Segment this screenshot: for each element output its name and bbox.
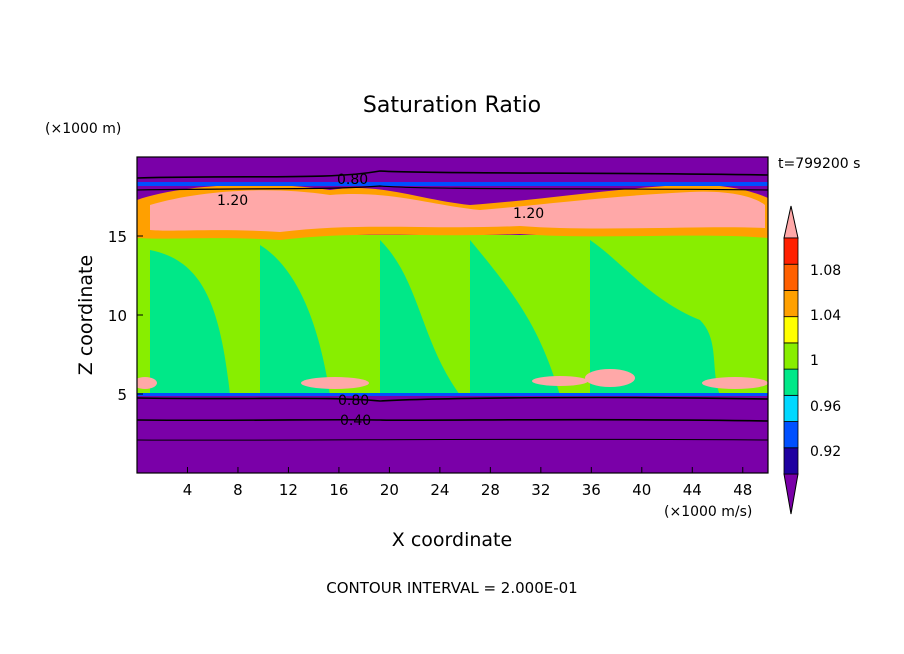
- x-tick-label: 8: [233, 481, 243, 499]
- colorbar-label: 1.04: [810, 308, 841, 324]
- colorbar-arrow-bottom: [783, 473, 799, 515]
- colorbar-label: 0.92: [810, 444, 841, 460]
- y-tick-label: 15: [108, 228, 127, 246]
- contour-upper-2: [137, 185, 768, 191]
- x-tick-label: 20: [380, 481, 399, 499]
- contour-label: 1.20: [513, 206, 544, 222]
- x-tick-label: 32: [531, 481, 550, 499]
- colorbar-label: 1.08: [810, 263, 841, 279]
- colorbar-arrow-top: [783, 205, 799, 239]
- low-cloud-blob: [301, 377, 369, 389]
- x-tick-label: 24: [430, 481, 449, 499]
- low-cloud-blob: [532, 376, 588, 386]
- x-unit-label: (×1000 m/s): [664, 504, 752, 520]
- low-cloud-blob: [137, 377, 157, 389]
- colorbar-swatch: [783, 447, 799, 475]
- x-tick-label: 12: [279, 481, 298, 499]
- time-label: t=799200 s: [778, 156, 860, 172]
- contour-0-80-upper: [137, 170, 768, 179]
- colorbar-swatch: [783, 237, 799, 265]
- colorbar-swatch: [783, 342, 799, 370]
- contour-0-80-lower: [137, 396, 768, 402]
- y-axis: 5 10 15: [108, 228, 143, 404]
- colorbar-swatch: [783, 290, 799, 318]
- colorbar-label: 0.96: [810, 399, 841, 415]
- contour-label: 0.80: [338, 393, 369, 409]
- field-layer: [137, 157, 768, 473]
- x-tick-label: 40: [632, 481, 651, 499]
- x-tick-label: 16: [329, 481, 348, 499]
- colorbar-swatch: [783, 316, 799, 344]
- x-tick-label: 28: [481, 481, 500, 499]
- y-axis-label: Z coordinate: [75, 255, 97, 375]
- colorbar-swatch: [783, 263, 799, 291]
- contour-lower-3: [137, 438, 768, 441]
- x-tick-label: 44: [683, 481, 702, 499]
- contour-label: 0.40: [340, 413, 371, 429]
- x-axis: 4 8 12 16 20 24 28 32 36 40 44 48: [183, 467, 752, 499]
- contour-label: 1.20: [217, 193, 248, 209]
- x-tick-label: 48: [733, 481, 752, 499]
- y-tick-label: 5: [117, 386, 127, 404]
- colorbar: 1.08 1.04 1 0.96 0.92: [783, 205, 841, 515]
- colorbar-label: 1: [810, 353, 819, 369]
- chart-title: Saturation Ratio: [363, 93, 541, 118]
- cyan-green-cells: [150, 240, 720, 395]
- x-tick-label: 4: [183, 481, 193, 499]
- colorbar-swatch: [783, 421, 799, 449]
- contour-0-40: [137, 418, 768, 422]
- y-tick-label: 10: [108, 307, 127, 325]
- low-cloud-blob: [585, 369, 635, 387]
- colorbar-swatch: [783, 394, 799, 422]
- pink-layer: [150, 190, 765, 232]
- low-cloud-blob: [702, 377, 768, 389]
- x-tick-label: 36: [582, 481, 601, 499]
- colorbar-swatch: [783, 368, 799, 396]
- contour-interval-footer: CONTOUR INTERVAL = 2.000E-01: [326, 579, 577, 597]
- lower-blue-band: [137, 393, 768, 396]
- x-axis-label: X coordinate: [392, 529, 512, 551]
- upper-blue-band: [137, 182, 768, 186]
- contour-label: 0.80: [337, 172, 368, 188]
- y-unit-label: (×1000 m): [45, 121, 121, 137]
